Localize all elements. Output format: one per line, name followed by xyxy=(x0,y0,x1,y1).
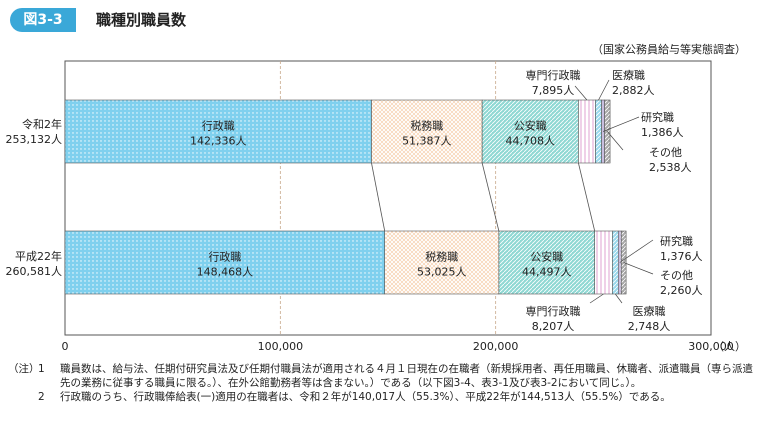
callout-line xyxy=(602,116,640,132)
bar-segment-kenkyu xyxy=(601,99,605,164)
callout-label-name: 研究職 xyxy=(660,234,693,248)
segment-label-value: 142,336人 xyxy=(190,135,247,148)
callout-label-name: 医療職 xyxy=(612,68,645,82)
callout-label-name: 専門行政職 xyxy=(526,304,581,318)
bar-segment-gyosei xyxy=(64,99,372,164)
note-1-number: 1 xyxy=(38,363,45,375)
callout-label-value: 7,895人 xyxy=(532,84,575,97)
connector-line xyxy=(578,162,596,232)
segment-label-value: 53,025人 xyxy=(417,266,467,279)
stacked-bar-chart: 0 100,000 200,000 300,000（人） 令和2年 253,132人平成2… xyxy=(6,60,746,353)
plot-frame xyxy=(64,60,712,336)
bar-segment-iryo xyxy=(612,230,619,295)
figure-title: 職種別職員数 xyxy=(96,11,187,29)
note-2-text: 行政職のうち、行政職俸給表(一)適用の在職者は、令和２年が140,017人（55… xyxy=(60,391,671,403)
callout-label-name: その他 xyxy=(660,269,693,282)
bar-segment-senmon xyxy=(578,99,596,164)
bar-segment-sonota xyxy=(620,230,627,295)
callout-line xyxy=(589,293,604,304)
x-tick-label: 200,000 xyxy=(473,340,519,353)
bar-segment-senmon xyxy=(594,230,613,295)
x-tick-label: 100,000 xyxy=(258,340,304,353)
callout-label-value: 2,260人 xyxy=(660,284,703,297)
bar-segment-zeimu xyxy=(371,99,483,164)
figure-number-badge: 図3-3 xyxy=(10,8,76,32)
callout-line xyxy=(619,239,654,263)
callout-label-name: 専門行政職 xyxy=(526,68,581,82)
notes: （注） 1 職員数は、給与法、任期付研究員法及び任期付職員法が適用される４月１日… xyxy=(8,362,753,404)
segment-label-value: 51,387人 xyxy=(402,135,452,148)
callout-label-value: 2,538人 xyxy=(649,161,692,174)
bar-segment-iryo xyxy=(595,99,602,164)
callout-label-value: 1,386人 xyxy=(641,126,684,139)
callout-label-value: 2,882人 xyxy=(612,84,655,97)
segment-label-name: 公安職 xyxy=(514,119,547,133)
callout-line xyxy=(615,293,623,304)
segment-label-name: 税務職 xyxy=(425,250,458,264)
callout-line xyxy=(623,262,654,275)
x-tick-label: 0 xyxy=(62,340,69,353)
callout-label-value: 1,376人 xyxy=(660,250,703,263)
segment-label-name: 行政職 xyxy=(208,250,241,264)
x-tick-label: 300,000 xyxy=(688,340,734,353)
category-total: 260,581人 xyxy=(6,265,63,278)
category-label: 平成22年 xyxy=(15,249,62,263)
segment-label-value: 44,497人 xyxy=(522,266,572,279)
data-source: （国家公務員給与等実態調査） xyxy=(592,43,746,56)
callout-line xyxy=(607,131,624,151)
note-1-text: 職員数は、給与法、任期付研究員法及び任期付職員法が適用される４月１日現在の在職者… xyxy=(60,363,753,389)
callout-label-name: 研究職 xyxy=(641,110,674,124)
segment-label-name: 行政職 xyxy=(202,119,235,133)
note-1: （注） 1 職員数は、給与法、任期付研究員法及び任期付職員法が適用される４月１日… xyxy=(8,362,753,390)
category-total: 253,132人 xyxy=(6,133,63,146)
segment-label-value: 148,468人 xyxy=(197,266,254,279)
category-label: 令和2年 xyxy=(22,117,62,131)
connector-line xyxy=(481,162,500,232)
callout-label-value: 8,207人 xyxy=(532,320,575,333)
note-2: 2 行政職のうち、行政職俸給表(一)適用の在職者は、令和２年が140,017人（… xyxy=(8,390,753,404)
callout-line xyxy=(574,85,588,101)
notes-head: （注） xyxy=(8,363,40,375)
x-axis-unit: （人） xyxy=(713,340,746,353)
callout-label-name: 医療職 xyxy=(633,304,666,318)
segment-label-name: 税務職 xyxy=(410,119,443,133)
callout-line xyxy=(598,79,610,101)
note-2-number: 2 xyxy=(38,391,45,403)
callout-label-name: その他 xyxy=(649,146,682,159)
segment-label-value: 44,708人 xyxy=(506,135,556,148)
callout-label-value: 2,748人 xyxy=(628,320,671,333)
segment-label-name: 公安職 xyxy=(530,250,563,264)
bar-segment-koan xyxy=(498,230,595,295)
connector-line xyxy=(371,162,386,232)
bar-segment-zeimu xyxy=(384,230,500,295)
